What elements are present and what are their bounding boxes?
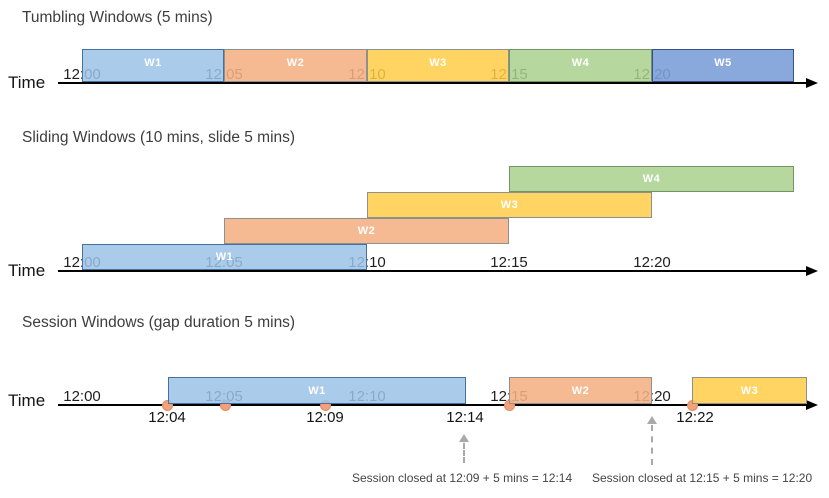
window-box-sliding-w2: W2 bbox=[224, 218, 509, 244]
sliding-axis-arrowhead-icon bbox=[806, 266, 818, 276]
session-time-label: Time bbox=[8, 391, 46, 410]
window-label: W2 bbox=[357, 225, 376, 237]
window-box-session-w2: W2 bbox=[509, 377, 652, 404]
annotation-arrow-line bbox=[651, 425, 653, 465]
sliding-tick-1215: 12:15 bbox=[490, 254, 528, 271]
tumbling-axis-arrowhead-icon bbox=[806, 78, 818, 88]
annotation-arrowhead-icon bbox=[459, 434, 469, 442]
event-time-1222: 12:22 bbox=[676, 409, 714, 426]
window-box-sliding-w4: W4 bbox=[509, 166, 794, 192]
window-box-session-w1: W1 bbox=[168, 377, 466, 404]
window-label: W2 bbox=[571, 385, 590, 397]
session-axis bbox=[58, 404, 808, 406]
window-box-sliding-w3: W3 bbox=[367, 192, 652, 218]
session-tick-1200: 12:00 bbox=[63, 388, 101, 405]
window-box-tumbling-w2: W2 bbox=[224, 49, 367, 82]
window-label: W3 bbox=[500, 199, 519, 211]
tumbling-title: Tumbling Windows (5 mins) bbox=[22, 9, 213, 26]
window-box-sliding-w1: W1 bbox=[82, 244, 367, 270]
window-label: W4 bbox=[642, 173, 661, 185]
window-box-session-w3: W3 bbox=[692, 377, 807, 404]
tumbling-time-label: Time bbox=[8, 73, 46, 92]
event-time-1204: 12:04 bbox=[148, 409, 186, 426]
session-annotation-2: Session closed at 12:15 + 5 mins = 12:20 bbox=[592, 471, 813, 485]
window-label: W3 bbox=[429, 57, 447, 69]
sliding-tick-1220: 12:20 bbox=[633, 254, 671, 271]
event-dot-1204 bbox=[162, 400, 173, 411]
window-label: W1 bbox=[215, 251, 234, 263]
window-box-tumbling-w3: W3 bbox=[367, 49, 509, 82]
sliding-title: Sliding Windows (10 mins, slide 5 mins) bbox=[22, 129, 296, 146]
window-box-tumbling-w5: W5 bbox=[652, 49, 794, 82]
window-label: W5 bbox=[714, 57, 732, 69]
annotation-arrow-line bbox=[463, 443, 465, 463]
event-time-1209: 12:09 bbox=[306, 409, 344, 426]
window-box-tumbling-w1: W1 bbox=[82, 49, 224, 82]
window-box-tumbling-w4: W4 bbox=[509, 49, 652, 82]
session-axis-arrowhead-icon bbox=[806, 400, 818, 410]
session-title: Session Windows (gap duration 5 mins) bbox=[22, 314, 296, 331]
annotation-arrowhead-icon bbox=[647, 416, 657, 424]
session-annotation-1: Session closed at 12:09 + 5 mins = 12:14 bbox=[352, 471, 573, 485]
window-label: W4 bbox=[571, 57, 590, 69]
window-label: W2 bbox=[286, 57, 305, 69]
window-label: W1 bbox=[144, 57, 162, 69]
event-time-1214: 12:14 bbox=[446, 409, 484, 426]
sliding-axis bbox=[58, 270, 808, 272]
tumbling-axis bbox=[58, 82, 808, 84]
window-label: W1 bbox=[308, 385, 326, 397]
window-label: W3 bbox=[740, 385, 759, 397]
sliding-time-label: Time bbox=[8, 261, 46, 280]
